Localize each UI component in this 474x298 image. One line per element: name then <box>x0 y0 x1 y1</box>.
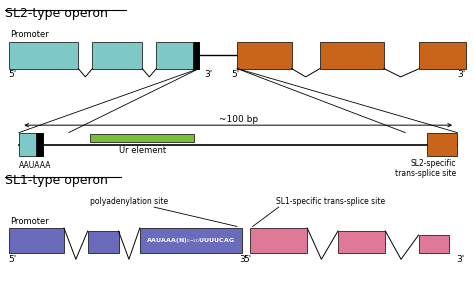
Text: Promoter: Promoter <box>10 217 49 226</box>
Bar <box>140 228 242 253</box>
Bar <box>9 42 78 69</box>
Bar <box>88 231 118 253</box>
Bar <box>90 134 194 142</box>
Bar <box>338 231 385 253</box>
Bar <box>427 133 457 156</box>
Bar <box>19 133 43 156</box>
Text: AAUAAA(N)$_{5\mathregular{-}20}$UUUUCAG: AAUAAA(N)$_{5\mathregular{-}20}$UUUUCAG <box>146 236 235 245</box>
Text: 5': 5' <box>9 70 17 79</box>
Text: polyadenylation site: polyadenylation site <box>90 197 168 206</box>
Text: 5': 5' <box>231 70 239 79</box>
Text: Ur element: Ur element <box>118 146 166 155</box>
Text: SL1-specific trans-splice site: SL1-specific trans-splice site <box>276 197 385 206</box>
Text: ~100 bp: ~100 bp <box>219 115 258 124</box>
Text: SL2-specific
trans-splice site: SL2-specific trans-splice site <box>395 159 456 178</box>
Bar <box>36 133 43 156</box>
Bar <box>320 42 384 69</box>
Text: Promoter: Promoter <box>10 30 49 39</box>
Text: 3': 3' <box>456 255 464 264</box>
Bar <box>156 42 199 69</box>
Bar <box>193 42 199 69</box>
Bar <box>237 42 292 69</box>
Bar <box>250 228 307 253</box>
Text: 5': 5' <box>243 255 251 264</box>
Text: SL1-type operon: SL1-type operon <box>5 174 108 187</box>
Bar <box>92 42 142 69</box>
Text: 3': 3' <box>239 255 247 264</box>
Text: 3': 3' <box>205 70 213 79</box>
Bar <box>419 42 466 69</box>
Text: 3': 3' <box>457 70 465 79</box>
Bar <box>419 235 449 253</box>
Text: SL2-type operon: SL2-type operon <box>5 7 108 21</box>
Bar <box>9 228 64 253</box>
Text: 5': 5' <box>9 255 17 264</box>
Text: AAUAAA: AAUAAA <box>19 161 52 170</box>
